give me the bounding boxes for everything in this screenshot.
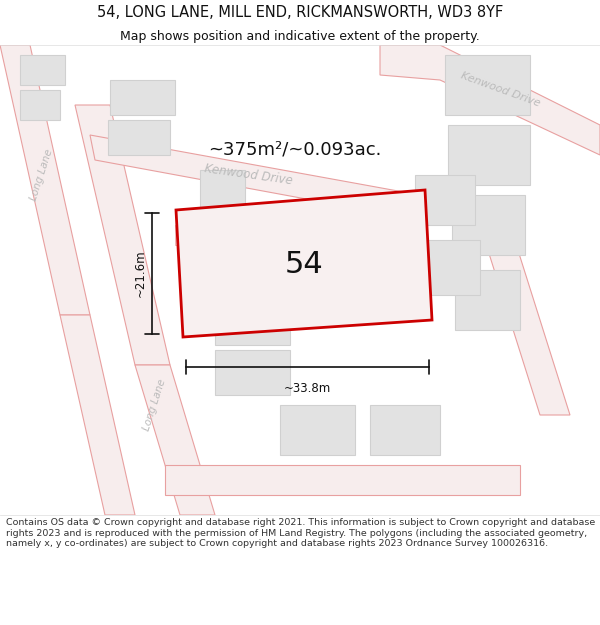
Polygon shape	[110, 80, 175, 115]
Polygon shape	[175, 225, 215, 245]
Text: 54, LONG LANE, MILL END, RICKMANSWORTH, WD3 8YF: 54, LONG LANE, MILL END, RICKMANSWORTH, …	[97, 5, 503, 20]
Text: ~21.6m: ~21.6m	[133, 249, 146, 298]
Polygon shape	[165, 465, 520, 495]
Text: Long Lane: Long Lane	[142, 378, 168, 432]
Polygon shape	[215, 350, 290, 395]
Polygon shape	[176, 190, 432, 337]
Text: Map shows position and indicative extent of the property.: Map shows position and indicative extent…	[120, 31, 480, 43]
Text: ~375m²/~0.093ac.: ~375m²/~0.093ac.	[208, 141, 382, 159]
Polygon shape	[480, 225, 570, 415]
Polygon shape	[415, 175, 475, 225]
Polygon shape	[108, 120, 170, 155]
Polygon shape	[200, 170, 245, 215]
Polygon shape	[200, 220, 245, 275]
Polygon shape	[420, 240, 480, 295]
Polygon shape	[75, 105, 170, 365]
Text: Kenwood Drive: Kenwood Drive	[459, 71, 541, 109]
Polygon shape	[60, 315, 135, 515]
Text: Long Lane: Long Lane	[29, 148, 55, 202]
Polygon shape	[452, 195, 525, 255]
Text: Contains OS data © Crown copyright and database right 2021. This information is : Contains OS data © Crown copyright and d…	[6, 518, 595, 548]
Polygon shape	[380, 45, 600, 155]
Polygon shape	[20, 55, 65, 85]
Polygon shape	[448, 125, 530, 185]
Polygon shape	[280, 405, 355, 455]
Text: Kenwood Drive: Kenwood Drive	[203, 162, 293, 188]
Polygon shape	[135, 365, 215, 515]
Polygon shape	[455, 270, 520, 330]
Text: 54: 54	[284, 250, 323, 279]
Polygon shape	[370, 405, 440, 455]
Text: ~33.8m: ~33.8m	[284, 382, 331, 396]
Polygon shape	[445, 55, 530, 115]
Polygon shape	[20, 90, 60, 120]
Polygon shape	[215, 300, 290, 345]
Polygon shape	[90, 135, 420, 220]
Polygon shape	[0, 45, 90, 315]
